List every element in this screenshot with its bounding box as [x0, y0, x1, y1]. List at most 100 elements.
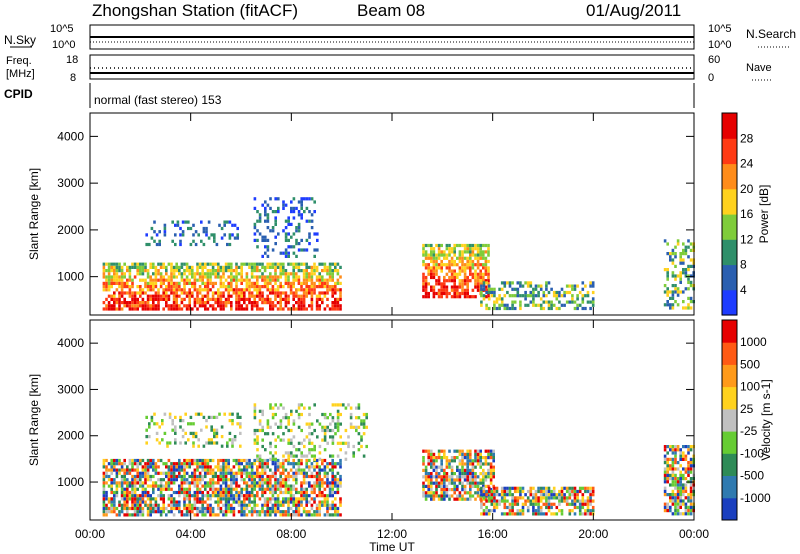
echo-cell	[555, 290, 559, 295]
echo-cell	[220, 435, 224, 439]
echo-cell	[466, 295, 469, 299]
echo-cell	[313, 481, 316, 485]
echo-cell	[183, 269, 186, 273]
echo-cell	[687, 239, 690, 243]
echo-cell	[261, 481, 264, 485]
y-tick-label: 2000	[57, 429, 84, 443]
echo-cell	[118, 285, 121, 289]
echo-cell	[440, 291, 443, 296]
echo-cell	[113, 494, 116, 498]
echo-cell	[231, 438, 234, 442]
echo-cell	[274, 216, 277, 220]
echo-cell	[305, 490, 308, 495]
echo-cell	[687, 445, 690, 449]
echo-cell	[269, 481, 272, 485]
echo-cell	[482, 256, 485, 260]
echo-cell	[269, 500, 272, 504]
echo-cell	[295, 481, 298, 485]
echo-cell	[235, 497, 238, 501]
echo-cell	[159, 297, 163, 301]
echo-cell	[245, 484, 249, 488]
echo-cell	[196, 513, 199, 517]
echo-cell	[511, 303, 514, 307]
echo-cell	[560, 287, 564, 291]
echo-cell	[424, 275, 428, 280]
echo-cell	[482, 472, 485, 476]
echo-cell	[476, 250, 480, 254]
echo-cell	[139, 278, 142, 282]
echo-cell	[318, 484, 321, 488]
echo-cell	[224, 500, 228, 504]
echo-cell	[679, 258, 682, 262]
echo-cell	[102, 269, 106, 273]
echo-cell	[269, 229, 272, 233]
echo-cell	[105, 288, 108, 292]
echo-cell	[495, 486, 499, 490]
echo-cell	[178, 490, 181, 495]
echo-cell	[175, 285, 178, 289]
echo-cell	[295, 272, 298, 276]
echo-cell	[308, 468, 311, 472]
echo-cell	[126, 484, 129, 488]
echo-cell	[542, 294, 546, 298]
echo-cell	[172, 462, 176, 466]
echo-cell	[671, 258, 675, 262]
echo-cell	[191, 294, 194, 298]
echo-cell	[253, 206, 257, 210]
echo-cell	[297, 269, 301, 273]
echo-cell	[334, 474, 337, 479]
echo-cell	[118, 307, 121, 311]
echo-cell	[666, 502, 669, 506]
echo-cell	[357, 416, 361, 420]
echo-cell	[321, 291, 324, 295]
echo-cell	[292, 454, 296, 458]
echo-cell	[435, 259, 438, 264]
echo-cell	[492, 472, 495, 476]
echo-cell	[277, 210, 280, 214]
echo-cell	[318, 481, 321, 485]
echo-cell	[250, 272, 254, 276]
echo-cell	[482, 297, 486, 301]
echo-cell	[463, 275, 467, 280]
echo-cell	[461, 488, 464, 492]
echo-cell	[188, 500, 191, 504]
echo-cell	[152, 265, 155, 269]
echo-cell	[158, 425, 161, 429]
echo-cell	[689, 448, 693, 452]
echo-cell	[318, 291, 321, 295]
echo-cell	[148, 425, 151, 429]
echo-cell	[331, 428, 335, 433]
echo-cell	[519, 489, 522, 494]
echo-cell	[248, 285, 251, 289]
echo-cell	[315, 494, 319, 498]
echo-cell	[357, 448, 361, 452]
echo-cell	[458, 279, 462, 283]
echo-cell	[146, 307, 150, 311]
echo-cell	[663, 461, 667, 465]
echo-cell	[516, 496, 520, 500]
echo-cell	[445, 256, 449, 260]
echo-cell	[463, 484, 467, 488]
echo-cell	[235, 285, 238, 289]
echo-cell	[110, 458, 113, 463]
echo-cell	[152, 304, 155, 308]
echo-cell	[248, 281, 251, 285]
echo-cell	[287, 513, 290, 517]
echo-cell	[192, 233, 195, 237]
echo-cell	[443, 250, 446, 254]
echo-cell	[671, 473, 675, 477]
echo-cell	[232, 478, 236, 482]
echo-cell	[284, 219, 288, 223]
echo-cell	[456, 295, 459, 299]
x-axis-label: Time UT	[369, 540, 415, 554]
echo-cell	[469, 295, 472, 299]
echo-cell	[105, 275, 108, 279]
echo-cell	[165, 304, 168, 308]
echo-cell	[476, 243, 480, 248]
echo-cell	[284, 451, 288, 455]
echo-cell	[279, 422, 283, 426]
echo-cell	[318, 281, 321, 285]
echo-cell	[448, 250, 451, 254]
echo-cell	[253, 281, 256, 285]
